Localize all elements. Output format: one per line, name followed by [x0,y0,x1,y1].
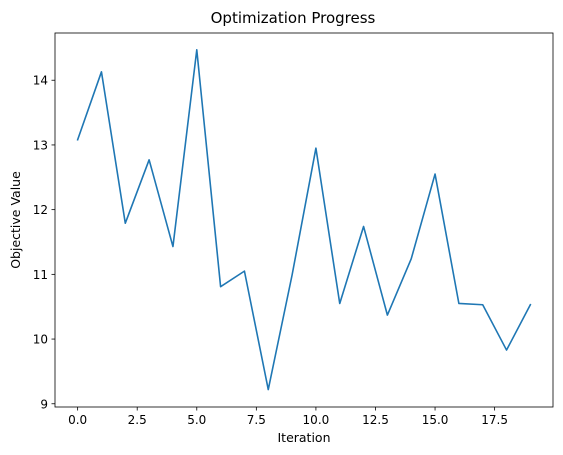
x-tick-label: 17.5 [481,413,508,427]
y-axis-label: Objective Value [8,171,23,269]
y-tick-label: 11 [33,268,48,282]
plot-frame [54,32,554,408]
y-tick-label: 10 [33,333,48,347]
x-tick-label: 7.5 [247,413,266,427]
y-tick-label: 14 [33,74,48,88]
x-axis-label: Iteration [277,430,330,445]
x-tick-label: 12.5 [362,413,389,427]
x-axis-ticks: 0.0 2.5 5.0 7.5 10.0 12.5 15.0 17.5 [68,407,508,427]
x-tick-label: 5.0 [187,413,206,427]
y-tick-label: 12 [33,203,48,217]
y-tick-label: 9 [40,397,48,411]
x-tick-label: 2.5 [128,413,147,427]
x-tick-label: 15.0 [422,413,449,427]
x-tick-label: 10.0 [303,413,330,427]
y-axis-ticks: 9 10 11 12 13 14 [33,74,55,411]
x-tick-label: 0.0 [68,413,87,427]
chart-title: Optimization Progress [211,9,376,27]
y-tick-label: 13 [33,138,48,152]
plot-area [76,49,532,391]
series-line-0 [76,49,532,391]
